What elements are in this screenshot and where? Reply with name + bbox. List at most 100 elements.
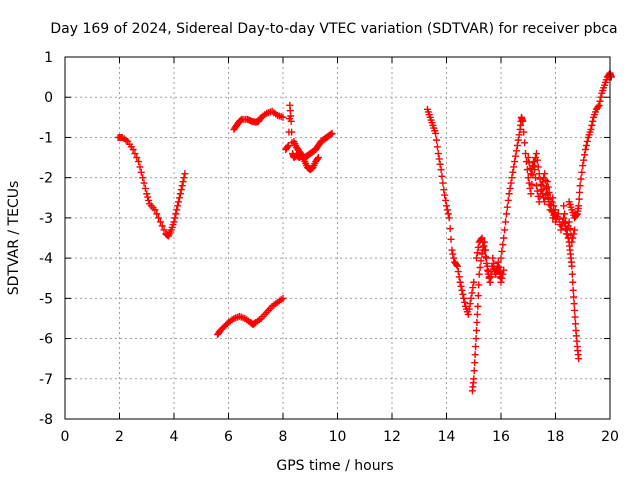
data-point-marker [549,194,557,202]
data-point-marker [284,141,292,149]
data-point-marker [158,222,166,230]
y-tick-label: -7 [39,372,53,388]
data-point-marker [596,97,604,105]
data-point-marker [439,179,447,187]
chart-title: Day 169 of 2024, Sidereal Day-to-day VTE… [50,21,617,37]
data-point-marker [499,241,507,249]
data-point-marker [538,182,546,190]
data-point-marker [571,226,579,234]
x-tick-label: 16 [492,429,510,445]
data-point-marker [581,151,589,159]
data-point-marker [579,162,587,170]
data-point-marker [583,137,591,145]
data-point-marker [180,174,188,182]
data-point-marker [571,306,579,314]
data-point-marker [160,226,168,234]
data-point-marker [176,190,184,198]
data-point-marker [569,286,577,294]
data-point-marker [328,129,336,137]
data-point-marker [145,196,153,204]
data-point-marker [174,202,182,210]
data-point-marker [455,273,463,281]
data-point-marker [571,320,579,328]
data-point-marker [435,155,443,163]
y-tick-label: -4 [39,251,53,267]
data-point-marker [170,218,178,226]
data-point-marker [507,179,515,187]
data-point-marker [178,182,186,190]
data-point-marker [512,147,520,155]
data-point-marker [483,266,491,274]
data-point-marker [460,294,468,302]
data-point-marker [461,298,469,306]
data-point-marker [475,281,483,289]
data-point-marker [473,318,481,326]
data-point-marker [458,286,466,294]
data-point-marker [494,258,502,266]
data-point-marker [177,186,185,194]
data-point-marker [510,163,518,171]
data-point-marker [474,243,482,251]
data-point-marker [566,225,574,233]
data-segment [290,129,336,162]
data-point-marker [530,158,538,166]
data-point-marker [445,214,453,222]
x-tick-label: 8 [279,429,288,445]
data-point-marker [172,210,180,218]
data-point-marker [577,175,585,183]
data-point-marker [151,206,159,214]
data-point-marker [144,193,152,201]
data-point-marker [597,93,605,101]
data-point-marker [314,155,322,163]
data-point-marker [509,168,517,176]
x-tick-label: 20 [601,429,619,445]
data-point-marker [489,254,497,262]
data-point-marker [589,117,597,125]
data-point-marker [560,202,568,210]
data-point-marker [542,183,550,191]
y-tick-label: -3 [39,211,53,227]
data-point-marker [137,168,145,176]
data-point-marker [527,170,535,178]
data-point-marker [576,188,584,196]
data-point-marker [572,211,580,219]
data-point-marker [570,293,578,301]
x-tick-label: 0 [61,429,70,445]
data-point-marker [505,190,513,198]
data-point-marker [442,196,450,204]
data-point-marker [141,184,149,192]
data-point-marker [588,121,596,129]
data-point-marker [521,139,529,147]
data-point-marker [569,278,577,286]
data-point-marker [135,158,143,166]
data-point-marker [446,225,454,233]
x-axis-label: GPS time / hours [276,458,393,474]
y-tick-label: 0 [44,90,53,106]
data-point-marker [508,174,516,182]
y-tick-label: -5 [39,291,53,307]
data-point-marker [156,218,164,226]
data-point-marker [474,292,482,300]
x-tick-label: 4 [170,429,179,445]
data-point-marker [500,266,508,274]
data-point-marker [503,203,511,211]
data-point-marker [449,250,457,258]
x-tick-label: 10 [329,429,347,445]
data-point-marker [582,141,590,149]
data-segment [524,154,579,246]
data-point-marker [470,278,478,286]
data-point-marker [581,146,589,154]
data-segment [114,133,189,240]
data-point-marker [520,128,528,136]
data-point-marker [476,263,484,271]
data-series [114,69,615,395]
x-tick-label: 2 [115,429,124,445]
data-point-marker [575,202,583,210]
data-point-marker [498,247,506,255]
data-point-marker [443,202,450,210]
data-point-marker [129,146,137,154]
data-point-marker [570,300,578,308]
x-tick-label: 12 [383,429,401,445]
data-point-marker [536,192,544,200]
